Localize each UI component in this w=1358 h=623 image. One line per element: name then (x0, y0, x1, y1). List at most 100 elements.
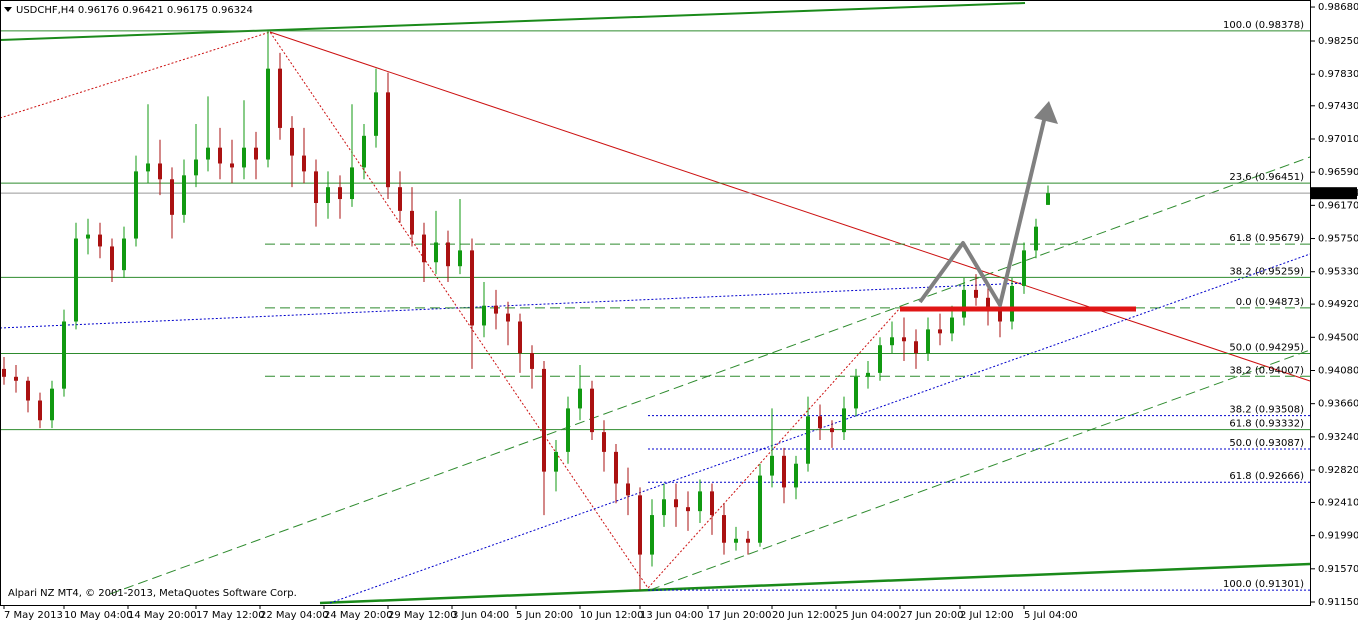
candle-body (302, 155, 306, 172)
candle-body (878, 345, 882, 373)
trend-line (0, 282, 1026, 329)
candle-body (506, 313, 510, 322)
candle-body (422, 234, 426, 263)
candle-body (350, 167, 354, 200)
candle-body (482, 305, 486, 326)
candle-body (1022, 250, 1026, 286)
y-tick-label: 0.97010 (1318, 134, 1358, 145)
x-tick-label: 29 May 12:00 (388, 610, 457, 621)
candle-body (962, 289, 966, 318)
candle-body (998, 309, 1002, 322)
footer: Alpari NZ MT4, © 2001-2013, MetaQuotes S… (8, 588, 297, 599)
y-tick-label: 0.91570 (1318, 564, 1358, 575)
x-tick-label: 7 May 2013 (4, 610, 63, 621)
candle-body (206, 147, 210, 160)
y-tick-label: 0.94500 (1318, 332, 1358, 343)
candle-body (770, 455, 774, 476)
candle-body (746, 538, 750, 543)
candle-body (254, 147, 258, 160)
candle-body (2, 368, 6, 377)
candle-body (494, 305, 498, 314)
x-tick-label: 25 Jun 04:00 (836, 610, 900, 621)
candle-body (458, 250, 462, 267)
candle-body (266, 68, 270, 160)
candle-body (50, 388, 54, 421)
candle-body (410, 210, 414, 235)
candle-body (914, 341, 918, 354)
x-tick-label: 3 Jun 04:00 (452, 610, 509, 621)
candle-body (950, 317, 954, 334)
candle-body (602, 432, 606, 452)
candle-body (14, 376, 18, 381)
chart-title: USDCHF,H4 0.96176 0.96421 0.96175 0.9632… (16, 5, 253, 16)
y-tick-label: 0.91150 (1318, 597, 1358, 608)
candle-body (590, 388, 594, 433)
candle-body (326, 187, 330, 203)
fib-label: 50.0 (0.93087) (1229, 438, 1304, 449)
candle-body (830, 428, 834, 433)
y-tick-label: 0.95750 (1318, 234, 1358, 245)
candle-body (626, 483, 630, 496)
x-tick-label: 2 Jul 12:00 (960, 610, 1014, 621)
candle-body (1010, 285, 1014, 322)
candles (2, 30, 1050, 591)
candle-body (710, 491, 714, 516)
x-tick-label: 24 May 20:00 (324, 610, 393, 621)
drawing-objects (0, 2, 1311, 605)
candle-body (842, 408, 846, 433)
y-tick-label: 0.93660 (1318, 399, 1358, 410)
x-tick-label: 14 May 20:00 (128, 610, 197, 621)
candle-body (734, 538, 738, 543)
channel-line (0, 2, 1026, 41)
candle-body (182, 175, 186, 215)
candle-body (194, 159, 198, 176)
y-tick-label: 0.94080 (1318, 365, 1358, 376)
candle-body (278, 68, 282, 128)
fib-label: 61.8 (0.92666) (1229, 471, 1304, 482)
candle-body (890, 337, 894, 346)
x-tick-label: 5 Jul 04:00 (1024, 610, 1078, 621)
x-tick-label: 17 May 12:00 (196, 610, 265, 621)
candle-body (398, 187, 402, 211)
candle-body (674, 499, 678, 508)
zigzag-line (0, 31, 901, 589)
candle-body (290, 127, 294, 156)
candle-body (974, 289, 978, 298)
candle-body (110, 246, 114, 271)
y-tick-label: 0.96590 (1318, 167, 1358, 178)
projection-arrow (918, 111, 1048, 307)
y-tick-label: 0.98680 (1318, 2, 1358, 13)
candle-body (26, 380, 30, 401)
x-tick-label: 17 Jun 20:00 (708, 610, 772, 621)
arrow-head (1034, 101, 1058, 124)
channel-line (319, 562, 1311, 605)
candle-body (818, 416, 822, 429)
candle-body (86, 234, 90, 239)
candle-body (758, 475, 762, 543)
candle-body (134, 171, 138, 239)
candle-body (614, 451, 618, 484)
y-tick-label: 0.97830 (1318, 69, 1358, 80)
fib-label: 100.0 (0.98378) (1223, 20, 1304, 31)
candle-body (146, 163, 150, 172)
y-tick-label: 0.97430 (1318, 101, 1358, 112)
candle-body (650, 515, 654, 555)
candle-body (338, 187, 342, 200)
fib-label: 38.2 (0.93508) (1229, 405, 1304, 416)
candle-body (314, 171, 318, 203)
price-tag-label: 0.96324 (1318, 188, 1358, 199)
x-tick-label: 22 May 04:00 (260, 610, 329, 621)
candle-body (866, 372, 870, 377)
candle-body (62, 321, 66, 389)
fib-label: 100.0 (0.91301) (1223, 579, 1304, 590)
y-tick-label: 0.91990 (1318, 531, 1358, 542)
y-tick-label: 0.94920 (1318, 299, 1358, 310)
x-tick-label: 27 Jun 20:00 (900, 610, 964, 621)
candle-body (434, 242, 438, 263)
candle-body (554, 451, 558, 472)
candle-body (218, 147, 222, 164)
candle-body (686, 507, 690, 512)
candle-body (230, 163, 234, 168)
x-tick-label: 5 Jun 20:00 (516, 610, 573, 621)
